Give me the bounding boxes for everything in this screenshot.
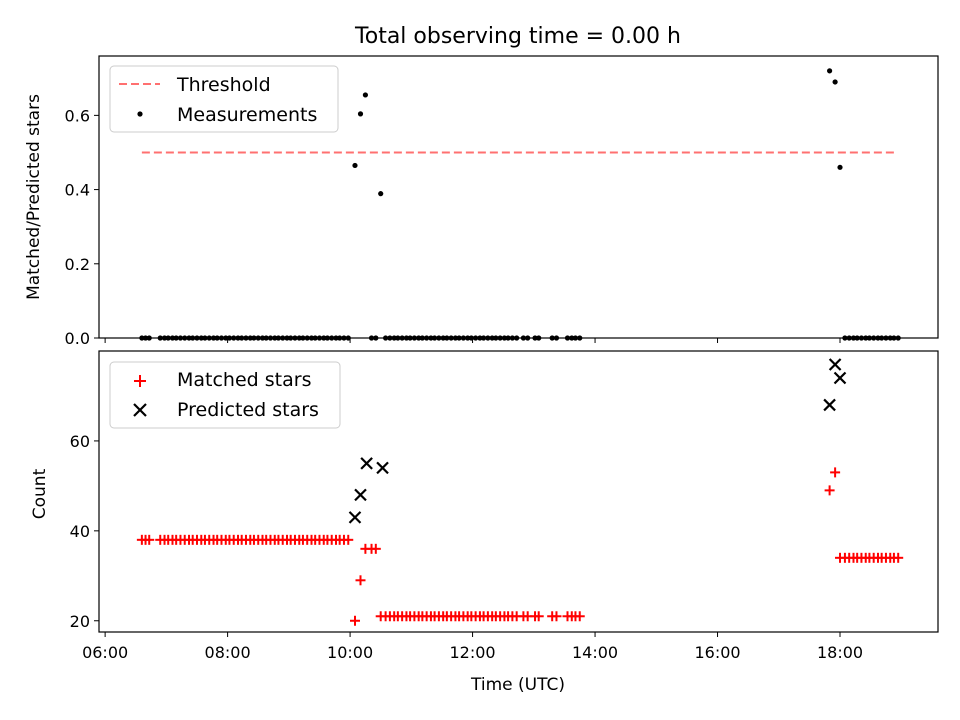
x-tick-label: 14:00 [572,643,618,662]
predicted-stars-point: 18:00 UTC: 74 [833,371,847,385]
matched-stars-point: 09:58 UTC: 38 [343,534,354,545]
y-tick-label: 0.6 [65,106,90,125]
bottom-plot-area: 06:36 UTC: 3806:40 UTC: 3806:43 UTC: 380… [136,358,904,626]
bottom-axes-frame [98,350,939,633]
predicted-stars-point: 10:05 UTC: 43 [348,511,362,524]
predicted-stars-point: 10:32 UTC: 54 [376,461,389,475]
y-tick-label: 0.2 [65,255,90,274]
x-tick-label: 10:00 [327,643,373,662]
matched-stars-point: 13:22 UTC: 21 [551,611,562,622]
matched-stars-point: 17:50 UTC: 49 [824,485,835,496]
bottom-y-axis-label: Count [30,468,50,519]
bottom-panel: 06:36 UTC: 3806:40 UTC: 3806:43 UTC: 380… [30,350,939,695]
predicted-stars-point: 17:55 UTC: 77 [828,358,842,371]
bottom-legend-box [109,361,341,429]
top-legend: Threshold Measurements [109,65,339,133]
measurements-legend-swatch [137,111,143,117]
measurements-point: 10:05 UTC: 0.465 [352,162,358,169]
matched-legend-swatch [134,375,146,387]
x-tick-label: 08:00 [205,643,251,662]
measurements-point: 17:50 UTC: 0.72 [827,68,833,74]
bottom-x-axis: 06:00 08:00 10:00 12:00 14:00 16:00 18:00 [82,632,863,662]
measurements-point: 17:55 UTC: 0.69 [832,79,838,85]
x-tick-label: 16:00 [694,643,740,662]
matched-stars-point: 17:55 UTC: 53 [830,467,841,478]
predicted-stars-point: 10:16 UTC: 55 [360,457,373,470]
top-y-axis: 0.0 0.2 0.4 0.6 [65,106,99,348]
x-tick-label: 18:00 [817,643,863,662]
matched-stars-point: 10:05 UTC: 20 [349,615,360,626]
predicted-stars-point: 10:10 UTC: 48 [354,488,367,502]
predicted-legend-label: Predicted stars [177,399,319,421]
bottom-legend: Matched stars Predicted stars [109,361,341,429]
bottom-x-axis-label: Time (UTC) [470,675,565,695]
matched-legend-label: Matched stars [177,369,311,391]
y-tick-label: 60 [70,432,90,451]
matched-stars-point: 06:43 UTC: 38 [144,534,155,545]
top-legend-box [109,65,339,133]
measurements-point: 10:30 UTC: 0.389 [378,191,384,197]
top-panel: 06:36 UTC: 006:40 UTC: 006:43 UTC: 006:5… [24,55,939,348]
matched-stars-point: 13:05 UTC: 21 [533,611,544,622]
predicted-stars-point: 17:50 UTC: 68 [823,398,836,412]
top-chart-title: Total observing time = 0.00 h [354,24,681,49]
matched-stars-point: 10:10 UTC: 29 [355,575,366,586]
y-tick-label: 0.4 [65,181,90,200]
measurements-point: 10:15 UTC: 0.655 [362,92,368,98]
y-tick-label: 40 [70,522,90,541]
y-tick-label: 20 [70,612,90,631]
measurements-legend-label: Measurements [177,104,317,126]
measurements-point: 10:10 UTC: 0.604 [357,111,364,117]
matched-stars-point: 10:25 UTC: 36 [370,543,381,554]
top-axes-frame [98,55,939,339]
bottom-y-axis: 20 40 60 [70,432,99,631]
x-tick-label: 06:00 [82,643,128,662]
threshold-legend-label: Threshold [176,74,271,96]
matched-stars-point: 18:57 UTC: 34 [893,552,904,563]
matched-stars-point: 13:45 UTC: 21 [574,611,585,622]
top-x-axis [104,338,841,343]
x-tick-label: 12:00 [450,643,496,662]
measurements-point: 18:00 UTC: 0.46 [837,164,843,170]
top-y-axis-label: Matched/Predicted stars [24,94,44,300]
y-tick-label: 0.0 [65,329,90,348]
predicted-legend-swatch [133,403,147,417]
